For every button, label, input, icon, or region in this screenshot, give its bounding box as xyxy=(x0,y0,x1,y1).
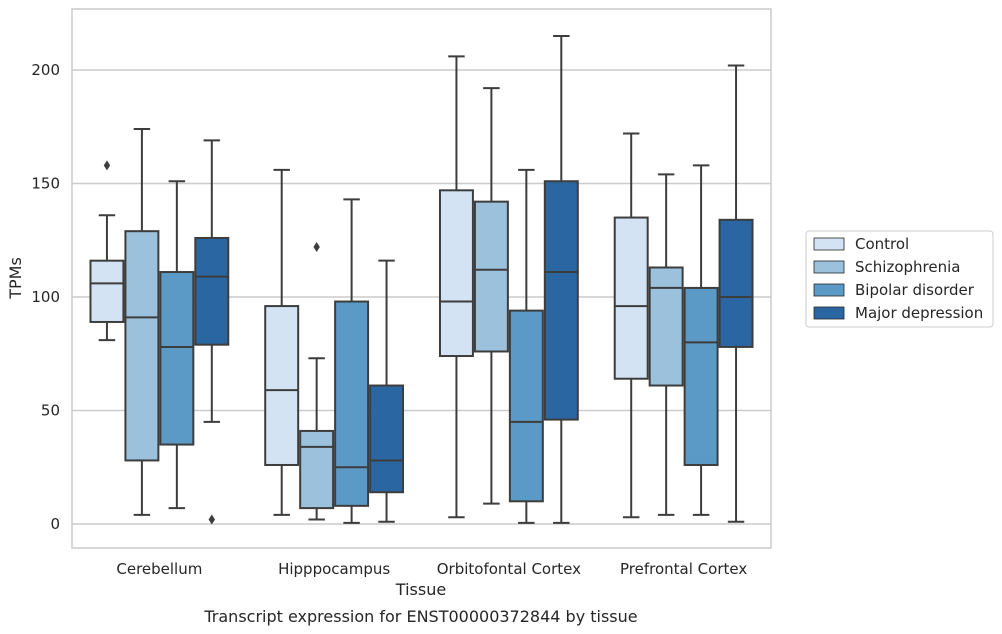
legend-swatch xyxy=(813,283,845,297)
box-1-2 xyxy=(334,198,370,524)
box-2-1 xyxy=(473,87,509,505)
box-0-2 xyxy=(159,180,195,510)
box-iqr xyxy=(683,286,719,466)
box-iqr xyxy=(438,189,474,358)
box-iqr xyxy=(334,300,370,507)
box-iqr xyxy=(89,259,125,323)
legend-frame xyxy=(805,230,994,328)
box-iqr xyxy=(299,429,335,510)
box-3-2 xyxy=(683,164,719,516)
plot-frame xyxy=(71,8,772,549)
legend-swatch xyxy=(813,260,845,274)
x-axis-label: Tissue xyxy=(395,580,446,599)
box-iqr xyxy=(124,230,160,462)
x-tick-label: Hipppocampus xyxy=(278,560,390,578)
box-iqr xyxy=(543,180,579,421)
legend-label: Control xyxy=(855,235,909,253)
box-2-2 xyxy=(508,168,544,524)
legend-label: Major depression xyxy=(855,304,983,322)
box-3-3 xyxy=(718,64,754,523)
box-1-3 xyxy=(369,259,405,523)
legend-swatch xyxy=(813,237,845,251)
box-0-3 xyxy=(194,139,230,525)
box-2-0 xyxy=(438,55,474,519)
box-iqr xyxy=(613,216,649,380)
x-tick-label: Cerebellum xyxy=(116,560,202,578)
box-0-1 xyxy=(124,128,160,516)
box-plot-marks xyxy=(89,34,754,525)
x-tick-label: Prefrontal Cortex xyxy=(620,560,747,578)
y-tick-label: 50 xyxy=(41,402,60,420)
y-axis-label: TPMs xyxy=(6,257,25,300)
box-iqr xyxy=(508,309,544,503)
box-iqr xyxy=(369,384,405,494)
outlier-point xyxy=(313,242,320,253)
box-0-0 xyxy=(89,160,125,342)
x-tick-label: Orbitofontal Cortex xyxy=(437,560,581,578)
y-tick-label: 0 xyxy=(50,515,60,533)
chart-caption: Transcript expression for ENST0000037284… xyxy=(203,607,637,626)
y-tick-label: 100 xyxy=(31,288,60,306)
legend-label: Schizophrenia xyxy=(855,258,960,276)
outlier-point xyxy=(208,514,215,525)
y-tick-label: 150 xyxy=(31,175,60,193)
legend: Control Schizophrenia Bipolar disorder Majo… xyxy=(805,230,994,328)
legend-label: Bipolar disorder xyxy=(855,281,975,299)
y-tick-labels: 0 50 100 150 200 xyxy=(31,61,60,533)
box-iqr xyxy=(159,271,195,446)
box-1-0 xyxy=(264,168,300,516)
box-3-0 xyxy=(613,132,649,519)
box-iqr xyxy=(194,236,230,346)
y-tick-label: 200 xyxy=(31,61,60,79)
box-iqr xyxy=(718,218,754,348)
box-iqr xyxy=(473,200,509,353)
x-tick-labels: Cerebellum Hipppocampus Orbitofontal Corte… xyxy=(116,560,747,578)
box-1-1 xyxy=(299,242,335,521)
legend-swatch xyxy=(813,306,845,320)
box-2-3 xyxy=(543,34,579,524)
box-iqr xyxy=(648,266,684,387)
box-iqr xyxy=(264,305,300,466)
outlier-point xyxy=(103,160,111,171)
box-3-1 xyxy=(648,173,684,516)
